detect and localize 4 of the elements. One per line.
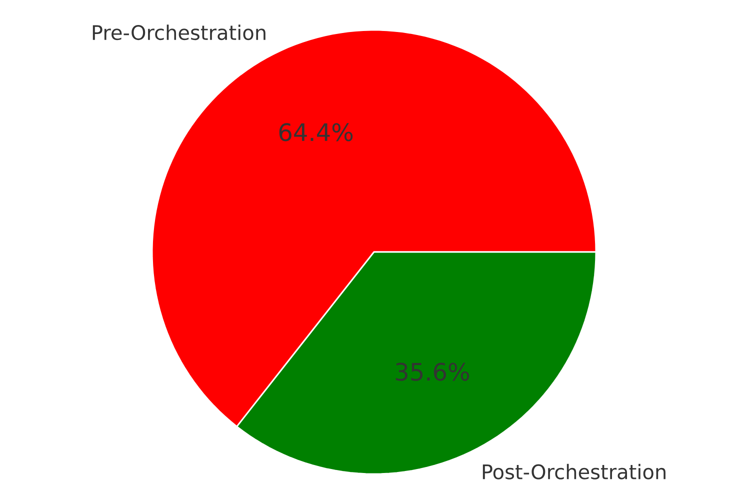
data-label: 64.4% xyxy=(279,123,353,142)
slice-label: Post-Orchestration xyxy=(482,464,666,480)
slice-label: Pre-Orchestration xyxy=(92,24,266,40)
data-label: 35.6% xyxy=(396,362,470,381)
